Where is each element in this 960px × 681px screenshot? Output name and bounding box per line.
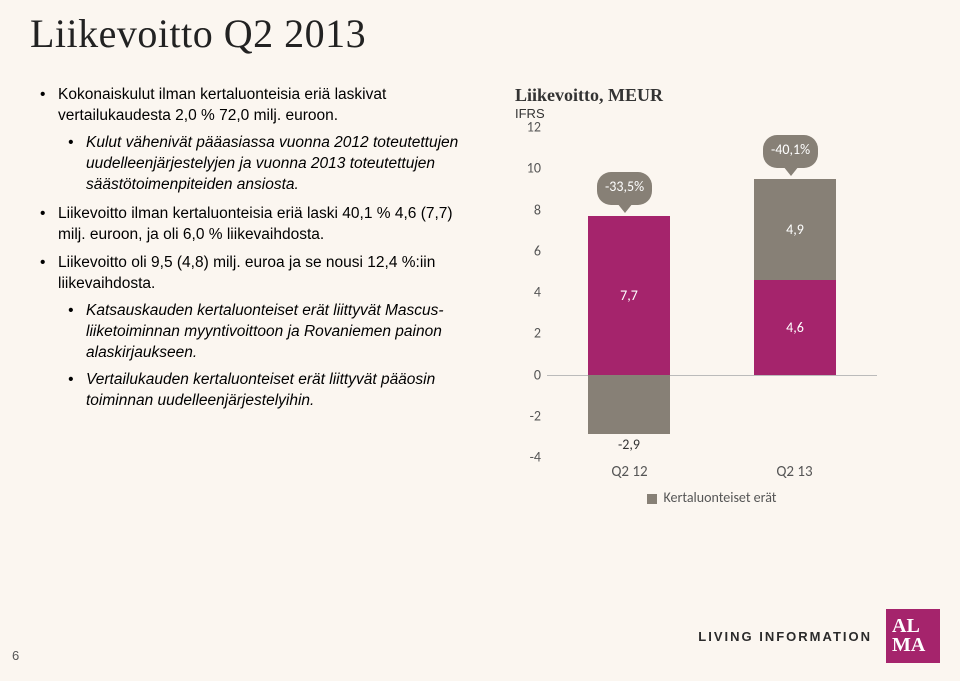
brand-tagline: LIVING INFORMATION (698, 629, 872, 644)
bar-kerta (588, 375, 670, 435)
bar-kerta-label: 4,9 (754, 221, 836, 238)
x-axis-label: Q2 12 (547, 463, 712, 481)
y-tick: -2 (530, 407, 541, 424)
bar-kerta-label: -2,9 (588, 436, 670, 453)
y-tick: 6 (534, 242, 541, 259)
bullet-3: Liikevoitto oli 9,5 (4,8) milj. euroa ja… (30, 253, 465, 411)
bullet-column: Kokonaiskulut ilman kertaluonteisia eriä… (30, 85, 475, 497)
legend-label: Kertaluonteiset erät (663, 489, 776, 506)
y-tick: 4 (534, 284, 541, 301)
y-tick: 2 (534, 325, 541, 342)
bullet-3a: Katsauskauden kertaluonteiset erät liitt… (58, 301, 465, 364)
chart-callout: -33,5% (597, 172, 652, 205)
y-tick: 0 (534, 366, 541, 383)
legend-swatch (647, 494, 657, 504)
page-title: Liikevoitto Q2 2013 (30, 10, 930, 57)
y-tick: 10 (527, 160, 541, 177)
bullet-1: Kokonaiskulut ilman kertaluonteisia eriä… (30, 85, 465, 196)
chart-legend: Kertaluonteiset erät (547, 489, 877, 506)
bullet-3b: Vertailukauden kertaluonteiset erät liit… (58, 370, 465, 412)
x-axis-labels: Q2 12Q2 13 (547, 463, 877, 481)
x-axis-label: Q2 13 (712, 463, 877, 481)
y-tick: 12 (527, 119, 541, 136)
chart-subtitle: IFRS (515, 106, 915, 121)
bar-chart: 121086420-2-4 7,7-2,9-33,5%4,64,9-40,1% … (515, 127, 895, 497)
bullet-1a: Kulut vähenivät pääasiassa vuonna 2012 t… (58, 133, 465, 196)
y-axis: 121086420-2-4 (515, 127, 545, 457)
y-tick: 8 (534, 201, 541, 218)
chart-title: Liikevoitto, MEUR (515, 85, 915, 106)
chart-callout: -40,1% (763, 135, 818, 168)
chart-plot: 7,7 -2,9 -33,5% 4,6 4,9 -40,1% (547, 127, 877, 457)
bullet-2: Liikevoitto ilman kertaluonteisia eriä l… (30, 204, 465, 246)
bar-base-label: 4,6 (754, 319, 836, 336)
brand-logo: ALMA (886, 609, 940, 663)
brand-area: LIVING INFORMATION ALMA (698, 609, 940, 663)
y-tick: -4 (530, 449, 541, 466)
bar-base-label: 7,7 (588, 287, 670, 304)
page-number: 6 (12, 648, 19, 663)
